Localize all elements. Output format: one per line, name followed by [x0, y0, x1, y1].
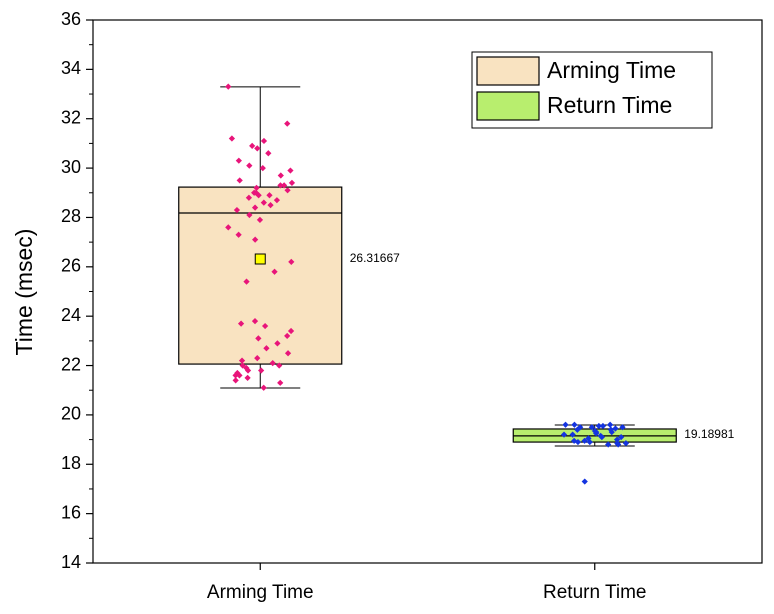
y-tick-label: 22 — [61, 354, 81, 374]
data-point — [595, 422, 602, 430]
data-point — [277, 379, 284, 386]
data-point — [246, 162, 253, 169]
data-point — [253, 184, 260, 191]
data-point — [581, 478, 588, 485]
legend-label: Return Time — [547, 92, 672, 118]
data-point — [288, 258, 295, 265]
data-point — [260, 137, 268, 145]
y-tick-label: 14 — [61, 552, 81, 572]
data-point — [236, 177, 243, 184]
y-tick-label: 28 — [61, 206, 81, 226]
data-point — [254, 145, 261, 152]
data-point — [232, 377, 239, 384]
y-tick-label: 32 — [61, 107, 81, 127]
data-point — [274, 340, 281, 347]
data-point — [239, 362, 246, 369]
data-point — [225, 224, 232, 231]
data-point — [276, 362, 283, 369]
mean-label: 26.31667 — [350, 251, 400, 265]
x-tick-label: Arming Time — [207, 582, 314, 603]
data-point — [284, 332, 291, 340]
mean-marker — [254, 253, 266, 265]
data-point — [261, 322, 269, 330]
legend-label: Arming Time — [547, 57, 676, 83]
y-tick-label: 20 — [61, 404, 81, 424]
plot-frame — [92, 19, 763, 564]
x-tick-label: Return Time — [543, 582, 646, 603]
y-tick-label: 18 — [61, 453, 81, 473]
data-point — [236, 372, 243, 379]
data-point — [260, 199, 267, 206]
legend-swatch — [476, 91, 540, 121]
data-point — [269, 359, 276, 367]
y-tick-label: 24 — [61, 305, 81, 325]
data-point — [260, 384, 267, 391]
data-point — [562, 421, 569, 428]
data-point — [251, 318, 259, 325]
data-point — [233, 206, 241, 214]
data-point — [249, 142, 256, 149]
data-point — [574, 426, 581, 433]
data-point — [288, 179, 296, 187]
y-tick-label: 30 — [61, 157, 81, 177]
legend-swatch — [476, 56, 540, 86]
mean-label: 19.18981 — [684, 427, 734, 441]
data-point — [287, 327, 295, 335]
data-point — [238, 357, 246, 364]
box — [178, 186, 343, 365]
data-point — [586, 438, 593, 446]
data-point — [599, 422, 607, 430]
data-point — [263, 345, 270, 352]
data-point — [284, 350, 292, 357]
data-point — [228, 135, 236, 142]
data-point — [284, 187, 291, 194]
data-point — [607, 421, 614, 428]
data-point — [235, 157, 242, 164]
y-tick-label: 34 — [61, 58, 81, 78]
data-point — [244, 374, 251, 381]
data-point — [258, 367, 265, 374]
data-point — [287, 167, 294, 174]
data-point — [246, 211, 253, 219]
data-point — [255, 335, 262, 342]
y-tick-label: 26 — [61, 256, 81, 276]
data-point — [560, 431, 568, 438]
data-point — [277, 172, 284, 179]
data-point — [593, 430, 600, 437]
y-tick-label: 16 — [61, 502, 81, 522]
data-point — [232, 372, 239, 379]
data-point — [271, 268, 278, 275]
data-point — [571, 421, 578, 428]
data-point — [251, 204, 259, 211]
data-point — [569, 431, 576, 438]
data-point — [225, 83, 232, 90]
data-point — [284, 120, 291, 127]
y-tick-label: 36 — [61, 9, 81, 29]
data-point — [245, 194, 253, 201]
y-axis-title: Time (msec) — [11, 229, 37, 356]
data-point — [265, 150, 272, 157]
data-point — [251, 189, 258, 196]
